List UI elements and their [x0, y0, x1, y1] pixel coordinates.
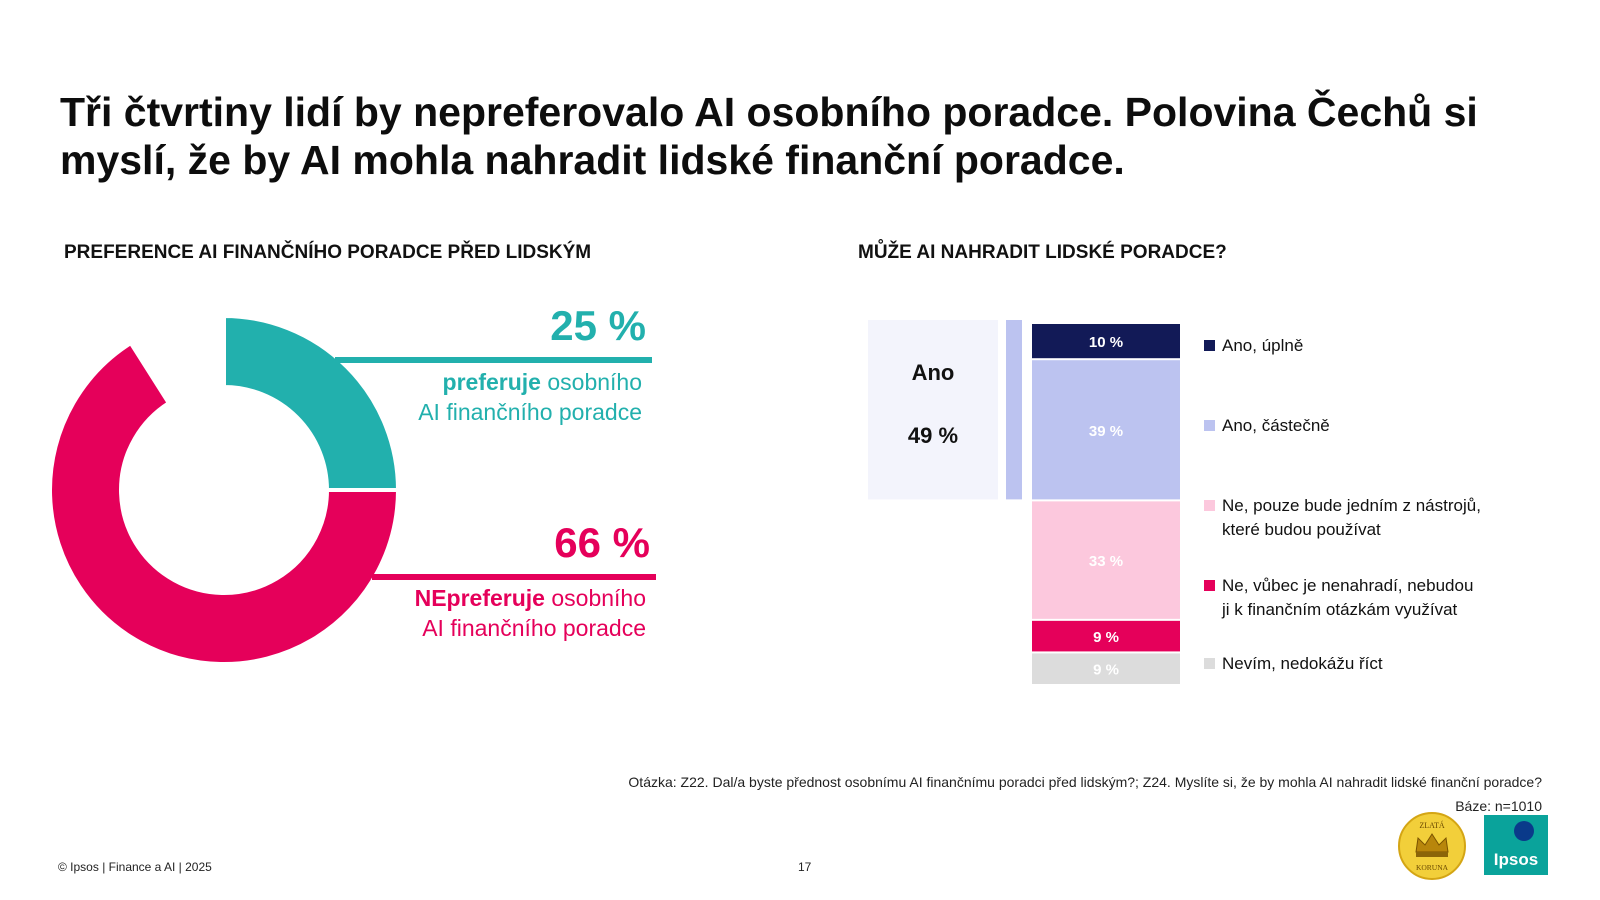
- legend-swatch-0: [1204, 340, 1215, 351]
- bar-segment-3: [1032, 620, 1180, 652]
- copyright-footer: © Ipsos | Finance a AI | 2025: [58, 860, 212, 874]
- legend-swatch-2: [1204, 500, 1215, 511]
- base-footnote: Báze: n=1010: [1455, 798, 1542, 814]
- bar-segment-2: [1032, 501, 1180, 619]
- bar-segment-label-1: 39 %: [1089, 423, 1123, 440]
- legend-label-3-0: Ne, vůbec je nenahradí, nebudou: [1222, 576, 1473, 595]
- donut-caption-line1-1: NEpreferuje osobního: [415, 585, 646, 611]
- right-section-title: MŮŽE AI NAHRADIT LIDSKÉ PORADCE?: [858, 242, 1227, 263]
- donut-caption-line2-0: AI finančního poradce: [418, 399, 642, 425]
- legend-swatch-3: [1204, 580, 1215, 591]
- left-section-title: PREFERENCE AI FINANČNÍHO PORADCE PŘED LI…: [64, 242, 592, 263]
- logo-text-bottom: KORUNA: [1416, 863, 1449, 872]
- legend-label-1-0: Ano, částečně: [1222, 416, 1330, 435]
- bar-segment-0: [1032, 324, 1180, 359]
- donut-caption-line2-1: AI finančního poradce: [422, 615, 646, 641]
- legend-label-3-1: ji k finančním otázkám využívat: [1221, 600, 1458, 619]
- bar-segment-1: [1032, 360, 1180, 500]
- bar-segment-4: [1032, 653, 1180, 684]
- donut-value-label-1: 66 %: [554, 519, 650, 566]
- page-number: 17: [798, 860, 812, 874]
- bar-segment-label-0: 10 %: [1089, 334, 1123, 351]
- donut-value-label-0: 25 %: [550, 302, 646, 349]
- ipsos-logo: Ipsos: [1484, 815, 1548, 875]
- summary-box: [868, 320, 998, 500]
- bar-segment-label-2: 33 %: [1089, 553, 1123, 570]
- legend-swatch-1: [1204, 420, 1215, 431]
- donut-caption-line1-0: preferuje osobního: [443, 369, 642, 395]
- donut-slice-0: [222, 313, 401, 492]
- summary-label: Ano: [912, 360, 955, 385]
- zlata-koruna-logo: ZLATÁ KORUNA: [1398, 812, 1466, 880]
- page-title: Tři čtvrtiny lidí by nepreferovalo AI os…: [60, 89, 1478, 183]
- bar-segment-label-4: 9 %: [1093, 662, 1119, 679]
- bar-segment-label-3: 9 %: [1093, 629, 1119, 646]
- summary-value: 49 %: [908, 423, 958, 448]
- legend-label-4-0: Nevím, nedokážu říct: [1222, 654, 1383, 673]
- donut-chart: 25 % preferuje osobního AI finančního pora…: [48, 302, 656, 666]
- legend-label-2-0: Ne, pouze bude jedním z nástrojů,: [1222, 496, 1481, 515]
- summary-bar: [1006, 320, 1022, 500]
- stacked-bar-chart: 10 % 39 % 33 % 9 % 9 % Ano 49 % Ano, úplně Ano, …: [868, 320, 1481, 684]
- ipsos-logo-text: Ipsos: [1494, 850, 1538, 869]
- donut-slice-1: [48, 340, 401, 666]
- legend-label-0-0: Ano, úplně: [1222, 336, 1303, 355]
- logo-text-top: ZLATÁ: [1419, 820, 1445, 830]
- legend-label-2-1: které budou používat: [1222, 520, 1381, 539]
- question-footnote: Otázka: Z22. Dal/a byste přednost osobní…: [628, 774, 1542, 790]
- legend-swatch-4: [1204, 658, 1215, 669]
